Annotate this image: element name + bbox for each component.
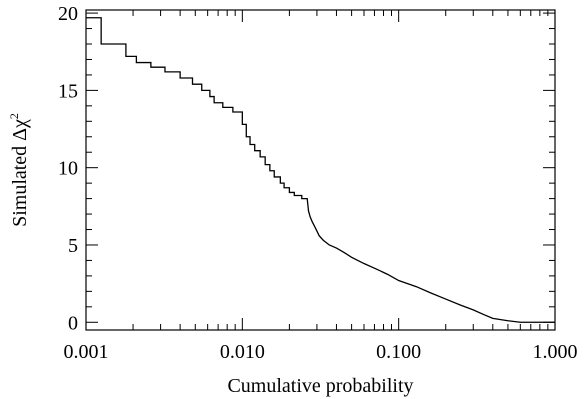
y-tick-label: 10 (58, 158, 78, 180)
plot-area (85, 9, 556, 331)
series-line (86, 17, 555, 323)
series-layer (86, 17, 555, 323)
x-tick-label: 0.001 (64, 341, 109, 363)
y-axis-title-symbol: Δχ (9, 119, 31, 141)
x-tick-label: 0.100 (376, 341, 421, 363)
x-axis-ticks: 0.001 0.010 0.100 1.000 (64, 10, 578, 363)
y-axis-title-superscript: 2 (7, 113, 21, 119)
plot-frame (85, 9, 556, 331)
x-axis-title: Cumulative probability (227, 375, 413, 397)
y-tick-label: 20 (58, 3, 78, 25)
y-tick-label: 5 (68, 235, 78, 257)
y-tick-label: 0 (68, 312, 78, 334)
y-axis-ticks: 0 5 10 15 20 (58, 3, 555, 334)
y-axis-title-prefix: Simulated (9, 141, 31, 227)
y-axis-title: Simulated Δχ2 (7, 113, 31, 227)
x-tick-label: 1.000 (533, 341, 578, 363)
x-tick-label: 0.010 (220, 341, 265, 363)
y-tick-label: 15 (58, 80, 78, 102)
